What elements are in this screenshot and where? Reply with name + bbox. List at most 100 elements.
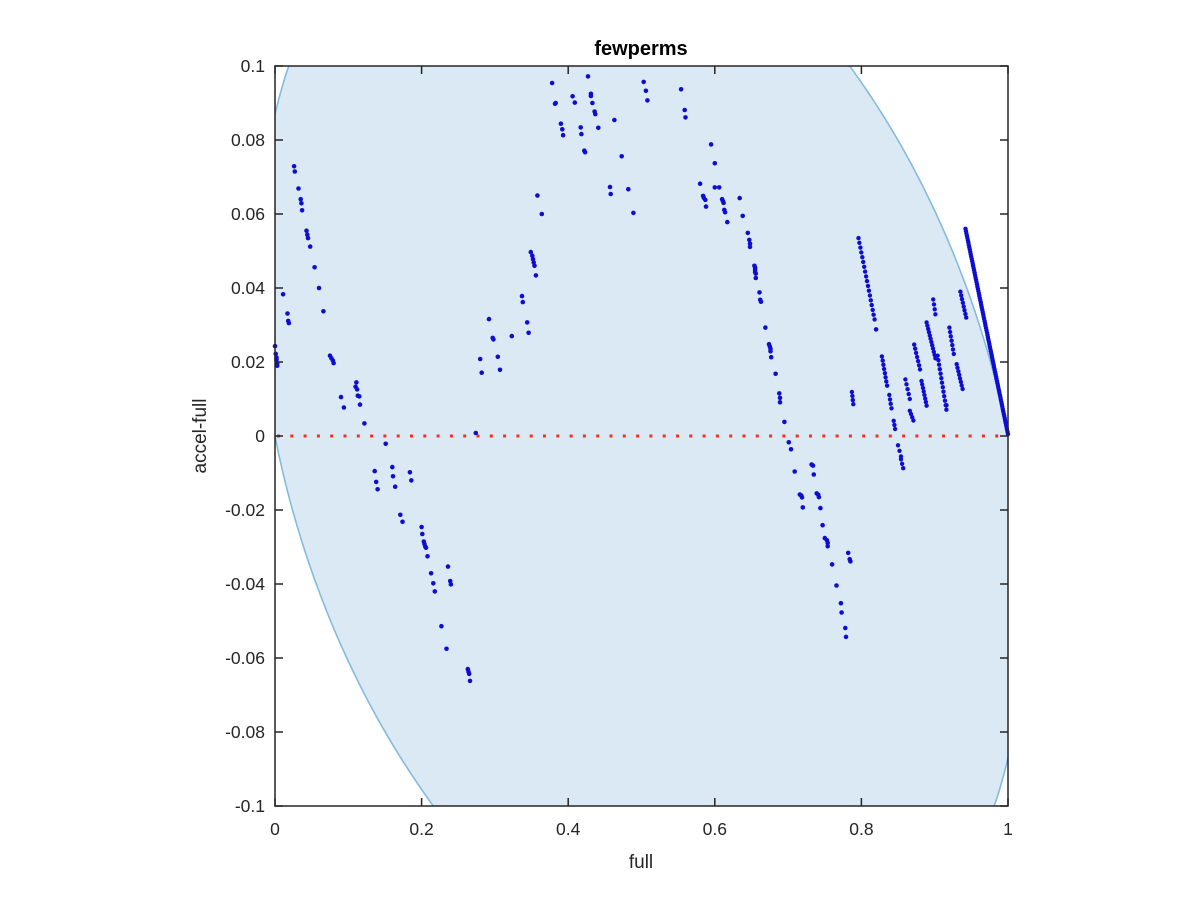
data-point: [420, 531, 425, 537]
data-point: [682, 107, 687, 113]
data-point: [354, 387, 360, 392]
data-point: [612, 117, 617, 123]
data-point: [708, 142, 714, 147]
data-point: [305, 235, 311, 241]
data-point: [495, 354, 501, 360]
data-point: [931, 302, 937, 307]
data-point: [958, 379, 964, 385]
data-point: [593, 111, 598, 117]
data-point: [867, 293, 873, 298]
data-point: [444, 646, 449, 652]
data-point: [316, 285, 322, 291]
data-point: [825, 540, 830, 546]
data-point: [906, 391, 911, 397]
data-point: [961, 304, 966, 309]
data-point: [816, 494, 822, 500]
data-point: [703, 204, 709, 209]
data-point: [398, 512, 403, 518]
y-tick-label: 0: [255, 426, 265, 446]
data-point: [924, 320, 929, 325]
data-point: [958, 289, 963, 294]
data-point: [509, 333, 515, 339]
data-point: [585, 74, 591, 79]
data-point: [697, 181, 703, 186]
data-point: [423, 545, 429, 550]
data-point: [959, 296, 965, 302]
data-point: [777, 400, 783, 405]
data-point: [331, 360, 336, 366]
data-point: [903, 377, 908, 382]
data-point: [873, 327, 879, 332]
data-point: [960, 386, 965, 392]
data-point: [491, 337, 496, 342]
data-point: [920, 382, 925, 387]
data-point: [400, 519, 405, 525]
data-point: [528, 249, 534, 255]
data-point: [939, 380, 945, 385]
data-point: [848, 559, 853, 564]
data-point: [712, 161, 718, 166]
data-point: [881, 366, 887, 372]
tick-labels: 0 0.2 0.4 0.6 0.8 1 -0.1 -0.08 -0.06 -0.04 -0.02 0 0…: [225, 56, 1013, 839]
y-tick-label: -0.04: [225, 574, 265, 594]
data-point: [479, 370, 485, 376]
data-point: [792, 469, 797, 474]
data-point: [838, 600, 844, 606]
data-point: [745, 230, 751, 236]
data-point: [304, 228, 309, 233]
y-tick-label: 0.02: [231, 352, 265, 372]
data-point: [354, 380, 359, 385]
data-point: [753, 271, 759, 276]
data-point: [964, 315, 969, 320]
data-point: [892, 422, 897, 428]
data-point: [643, 88, 649, 94]
data-point: [811, 472, 817, 477]
data-point: [818, 505, 823, 511]
data-point: [799, 495, 805, 500]
data-point: [839, 610, 844, 615]
data-point: [905, 387, 910, 392]
data-point: [683, 115, 688, 120]
data-point: [849, 389, 855, 395]
x-tick-label: 0: [270, 819, 280, 839]
data-point: [959, 293, 964, 298]
x-tick-label: 1: [1003, 819, 1013, 839]
data-point: [845, 550, 851, 556]
data-point: [285, 311, 290, 316]
data-point: [763, 325, 768, 330]
data-point: [941, 389, 946, 394]
data-point: [898, 457, 904, 462]
data-point: [588, 93, 594, 99]
data-point: [858, 245, 863, 250]
data-point: [863, 274, 869, 279]
data-point: [913, 350, 919, 356]
data-point: [291, 164, 297, 169]
data-point: [939, 376, 944, 381]
data-point: [936, 358, 941, 363]
data-point: [549, 80, 555, 86]
data-point: [777, 395, 783, 401]
data-point: [954, 362, 959, 367]
data-point: [923, 396, 928, 401]
data-point: [891, 418, 896, 423]
data-point: [383, 441, 389, 447]
data-point: [570, 94, 575, 99]
data-point: [895, 443, 901, 448]
data-point: [843, 625, 848, 631]
data-point: [558, 121, 564, 126]
data-point: [716, 185, 722, 190]
data-point: [777, 391, 782, 396]
data-point: [938, 371, 943, 376]
data-point: [753, 275, 759, 281]
data-point: [678, 87, 684, 92]
data-point: [834, 583, 839, 588]
data-point: [861, 259, 866, 265]
data-point: [947, 329, 953, 335]
data-point: [535, 193, 540, 198]
data-point: [596, 125, 601, 131]
data-point: [712, 185, 718, 190]
data-point: [539, 211, 545, 217]
data-point: [773, 371, 778, 377]
data-point: [931, 297, 936, 302]
